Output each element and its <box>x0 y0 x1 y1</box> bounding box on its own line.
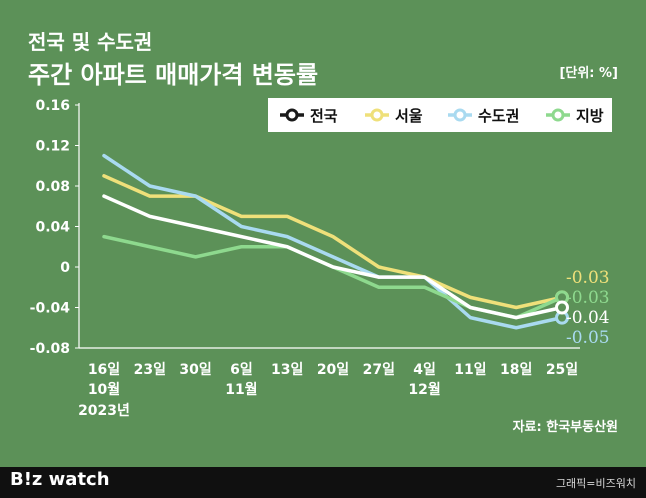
source-label: 자료: 한국부동산원 <box>512 420 618 435</box>
x-tick-label: 20일 <box>317 362 349 378</box>
x-tick-label: 6일 <box>230 362 253 378</box>
x-tick-label: 25일 <box>546 362 578 378</box>
y-tick-label: 0 <box>60 260 70 276</box>
x-tick-label: 13일 <box>271 362 303 378</box>
end-value-label-capital: -0.05 <box>566 328 610 348</box>
x-tick-label: 27일 <box>363 362 395 378</box>
series-line-capital <box>102 153 564 330</box>
end-value-label-national: -0.04 <box>566 308 610 328</box>
legend-swatch-marker-seoul <box>370 108 384 122</box>
legend-label-national: 전국 <box>310 107 338 125</box>
chart-title-line2: 주간 아파트 매매가격 변동률 <box>28 61 319 89</box>
x-month-label: 12월 <box>408 381 440 398</box>
graphic-credit: 그래픽=비즈워치 <box>555 477 636 490</box>
series-line-seoul <box>102 174 564 310</box>
end-marker-national <box>555 300 569 315</box>
legend-swatch-marker-national <box>285 108 299 122</box>
chart-title-line1: 전국 및 수도권 <box>28 30 153 54</box>
y-tick-label: 0.08 <box>35 179 70 195</box>
x-tick-label: 30일 <box>179 362 211 378</box>
series-line-regional <box>102 234 564 320</box>
legend-swatch-marker-regional <box>551 108 565 122</box>
bizwatch-logo: B!z watch <box>10 469 110 490</box>
legend-swatch-marker-capital <box>453 108 467 122</box>
series-line-national <box>102 194 564 320</box>
legend-label-capital: 수도권 <box>478 107 519 125</box>
y-tick-label: 0.12 <box>35 139 70 155</box>
x-tick-label: 11일 <box>454 362 486 378</box>
y-tick-label: -0.08 <box>30 341 70 357</box>
x-tick-label: 18일 <box>500 362 532 378</box>
y-tick-label: 0.16 <box>35 98 70 114</box>
x-year-label: 2023년 <box>78 403 130 419</box>
x-month-label: 11월 <box>225 381 257 398</box>
legend-label-regional: 지방 <box>576 107 604 125</box>
unit-label: [단위: %] <box>559 66 618 81</box>
y-tick-label: 0.04 <box>35 220 70 236</box>
x-tick-label: 16일 <box>88 362 120 378</box>
x-month-label: 10월 <box>88 381 120 398</box>
x-tick-label: 23일 <box>134 362 166 378</box>
y-tick-label: -0.04 <box>30 301 71 317</box>
end-value-label-regional: -0.03 <box>566 288 610 308</box>
end-value-label-seoul: -0.03 <box>566 268 610 288</box>
line-chart: -0.08 -0.04 0 0.04 0.08 0.12 0.16 16일 10월 23일 30일 6… <box>30 98 612 419</box>
x-tick-label: 4일 <box>413 362 436 378</box>
legend-label-seoul: 서울 <box>395 107 423 125</box>
footer-bar: B!z watch 그래픽=비즈워치 <box>0 467 646 498</box>
